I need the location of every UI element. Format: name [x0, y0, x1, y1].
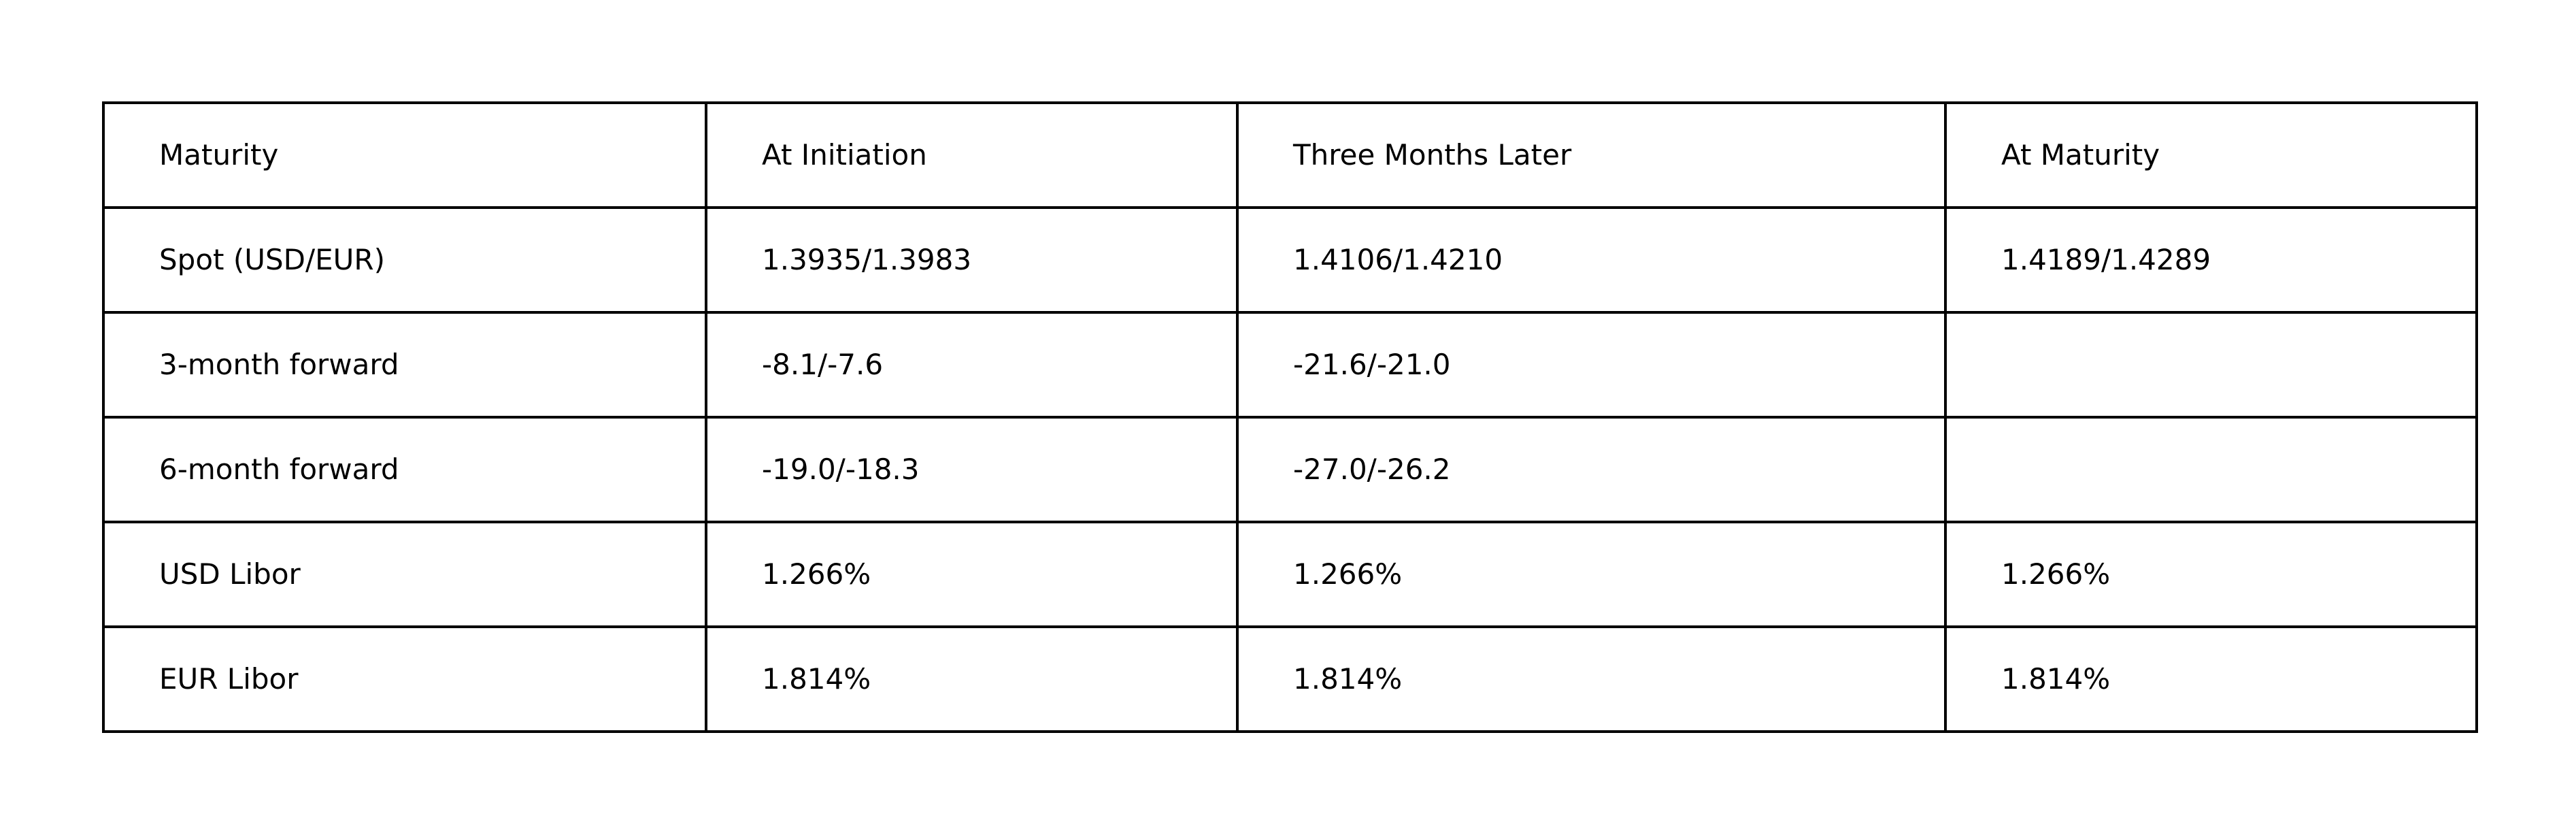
- row-label-cell: 6-month forward: [102, 416, 707, 523]
- table-header-row: Maturity At Initiation Three Months Late…: [102, 101, 2478, 209]
- header-cell-at-initiation: At Initiation: [705, 101, 1239, 209]
- table-cell: -19.0/-18.3: [705, 416, 1239, 523]
- fx-rates-table: Maturity At Initiation Three Months Late…: [102, 101, 2478, 733]
- table-cell: -8.1/-7.6: [705, 311, 1239, 419]
- row-label-cell: Spot (USD/EUR): [102, 206, 707, 314]
- table-cell: 1.814%: [1236, 625, 1947, 733]
- table-cell: -27.0/-26.2: [1236, 416, 1947, 523]
- row-label-cell: USD Libor: [102, 521, 707, 628]
- row-label-cell: 3-month forward: [102, 311, 707, 419]
- table-cell: 1.266%: [1944, 521, 2478, 628]
- header-cell-at-maturity: At Maturity: [1944, 101, 2478, 209]
- header-cell-maturity: Maturity: [102, 101, 707, 209]
- table-cell: 1.3935/1.3983: [705, 206, 1239, 314]
- fx-rates-table-container: Maturity At Initiation Three Months Late…: [102, 101, 2478, 733]
- header-cell-three-months-later: Three Months Later: [1236, 101, 1947, 209]
- table-cell: [1944, 416, 2478, 523]
- table-cell: 1.814%: [705, 625, 1239, 733]
- table-cell: 1.814%: [1944, 625, 2478, 733]
- table-row: EUR Libor 1.814% 1.814% 1.814%: [102, 625, 2478, 733]
- table-cell: 1.4106/1.4210: [1236, 206, 1947, 314]
- table-row: USD Libor 1.266% 1.266% 1.266%: [102, 521, 2478, 628]
- table-row: 6-month forward -19.0/-18.3 -27.0/-26.2: [102, 416, 2478, 523]
- table-row: 3-month forward -8.1/-7.6 -21.6/-21.0: [102, 311, 2478, 419]
- table-cell: 1.266%: [1236, 521, 1947, 628]
- row-label-cell: EUR Libor: [102, 625, 707, 733]
- table-row: Spot (USD/EUR) 1.3935/1.3983 1.4106/1.42…: [102, 206, 2478, 314]
- table-cell: 1.4189/1.4289: [1944, 206, 2478, 314]
- table-cell: [1944, 311, 2478, 419]
- table-cell: -21.6/-21.0: [1236, 311, 1947, 419]
- table-cell: 1.266%: [705, 521, 1239, 628]
